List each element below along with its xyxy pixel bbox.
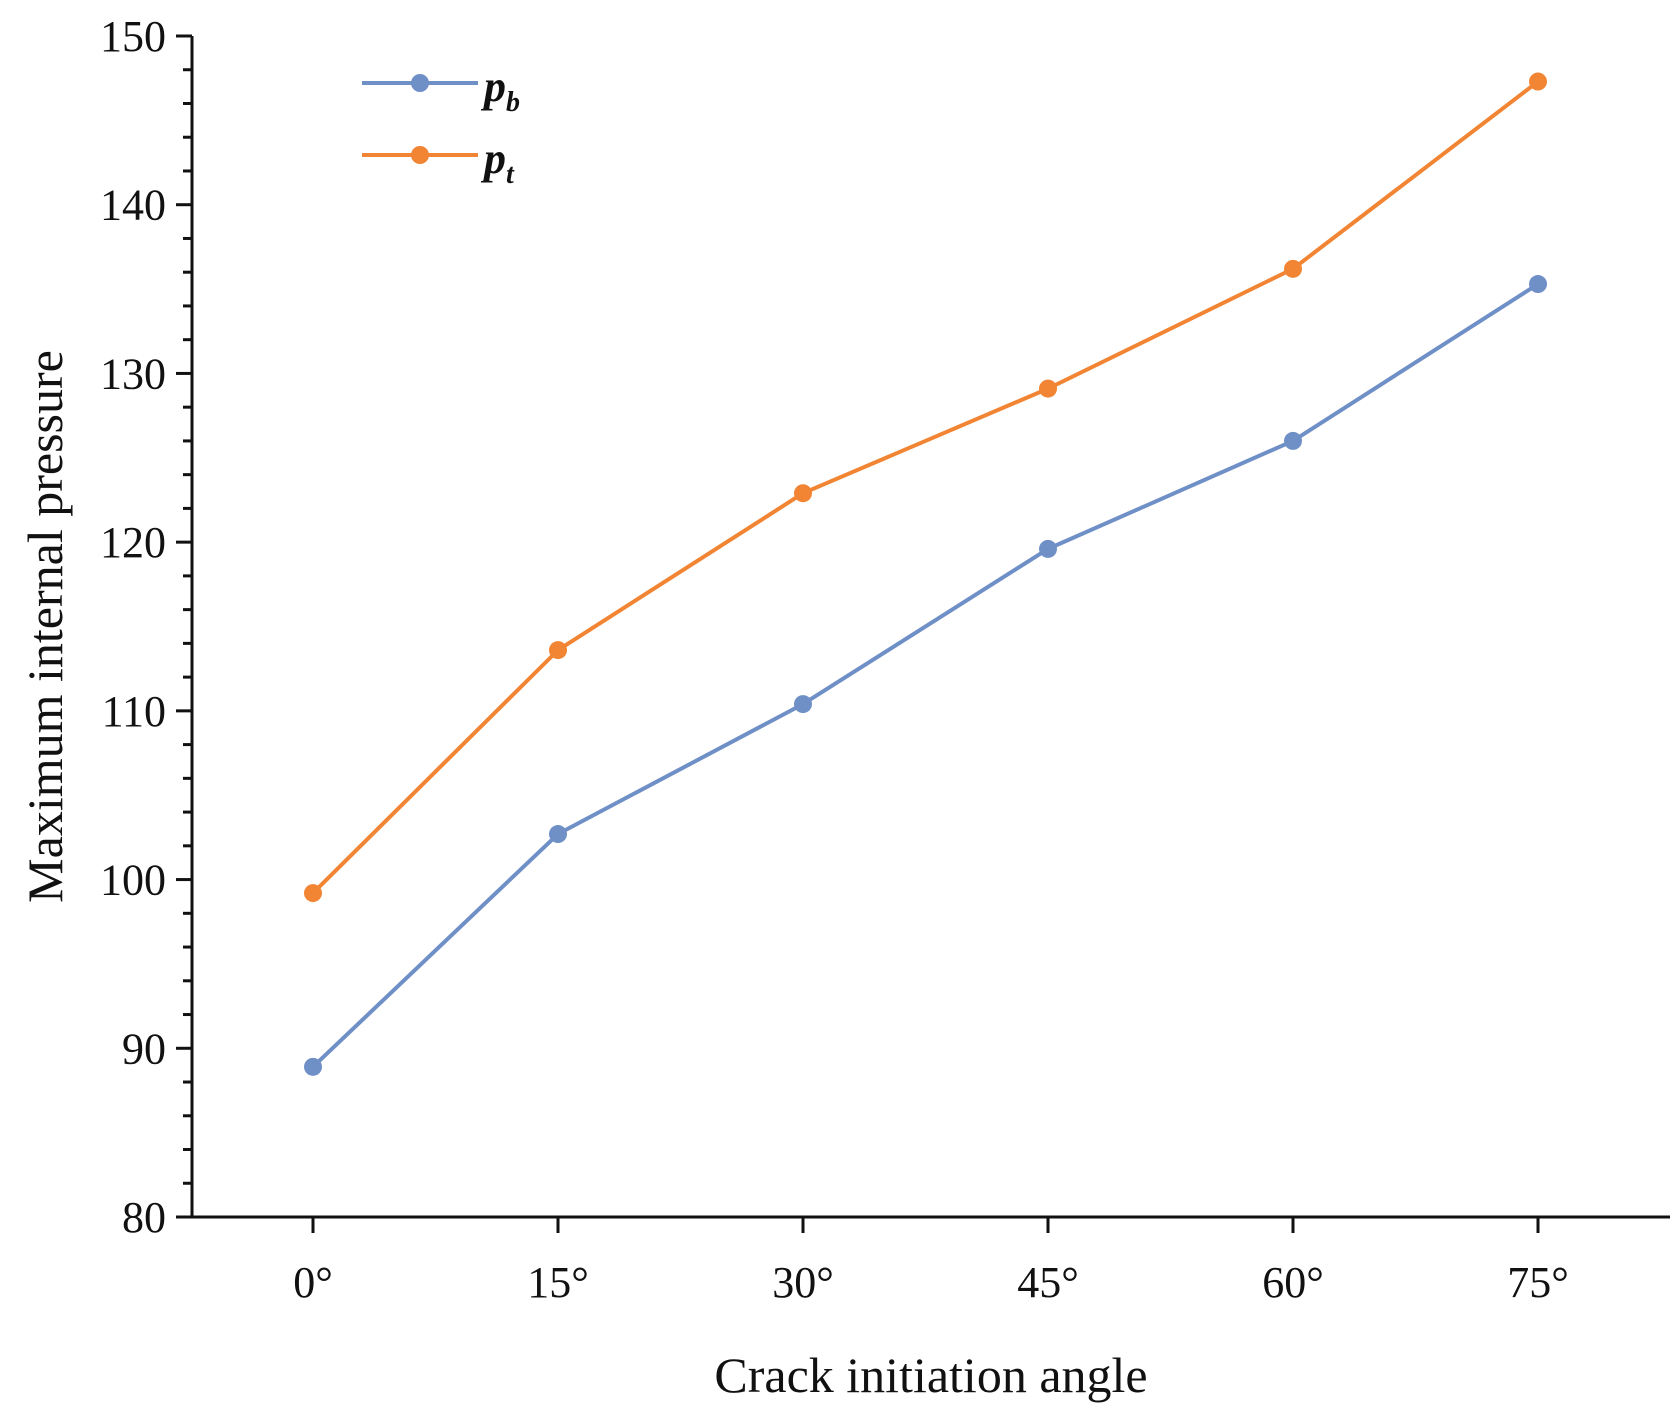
x-tick-label: 30°	[772, 1258, 834, 1307]
data-point	[304, 1057, 322, 1076]
y-tick-label: 140	[100, 181, 166, 230]
data-point	[794, 695, 812, 714]
series-layer	[304, 72, 1547, 1076]
data-point	[549, 825, 567, 844]
series-p_t	[304, 72, 1547, 903]
x-tick-label: 60°	[1262, 1258, 1324, 1307]
y-tick-label: 80	[122, 1193, 166, 1242]
legend-item: pt	[362, 134, 515, 190]
data-point	[1039, 539, 1057, 558]
x-tick-label: 75°	[1507, 1258, 1569, 1307]
y-axis-ticks: 80 90 100 110 120 130 140 150	[100, 12, 192, 1242]
series-p_b	[304, 275, 1547, 1076]
x-tick-label: 0°	[293, 1258, 333, 1307]
x-axis-ticks: 0° 15° 30° 45° 60° 75°	[293, 1217, 1569, 1307]
legend-label: pb	[480, 62, 520, 118]
y-tick-label: 150	[100, 12, 166, 61]
y-axis-title: Maximum internal pressure	[17, 350, 73, 903]
legend: pb pt	[362, 62, 520, 190]
y-tick-label: 90	[122, 1024, 166, 1073]
data-point	[1284, 431, 1302, 450]
y-tick-label: 130	[100, 349, 166, 398]
series-line	[311, 79, 1540, 895]
legend-swatch-marker	[411, 146, 429, 164]
x-tick-label: 45°	[1017, 1258, 1079, 1307]
data-point	[794, 484, 812, 503]
x-tick-label: 15°	[527, 1258, 589, 1307]
data-point	[304, 884, 322, 903]
y-tick-label: 100	[100, 856, 166, 905]
data-point	[549, 641, 567, 660]
data-point	[1529, 275, 1547, 294]
y-tick-label: 110	[102, 687, 166, 736]
data-point	[1039, 379, 1057, 398]
series-line	[311, 282, 1540, 1069]
legend-label: pt	[480, 134, 515, 190]
data-point	[1529, 72, 1547, 91]
data-point	[1284, 259, 1302, 278]
y-tick-label: 120	[100, 518, 166, 567]
legend-swatch-marker	[411, 74, 429, 92]
axes	[190, 36, 1670, 1219]
x-axis-title: Crack initiation angle	[714, 1347, 1147, 1403]
legend-item: pb	[362, 62, 520, 118]
